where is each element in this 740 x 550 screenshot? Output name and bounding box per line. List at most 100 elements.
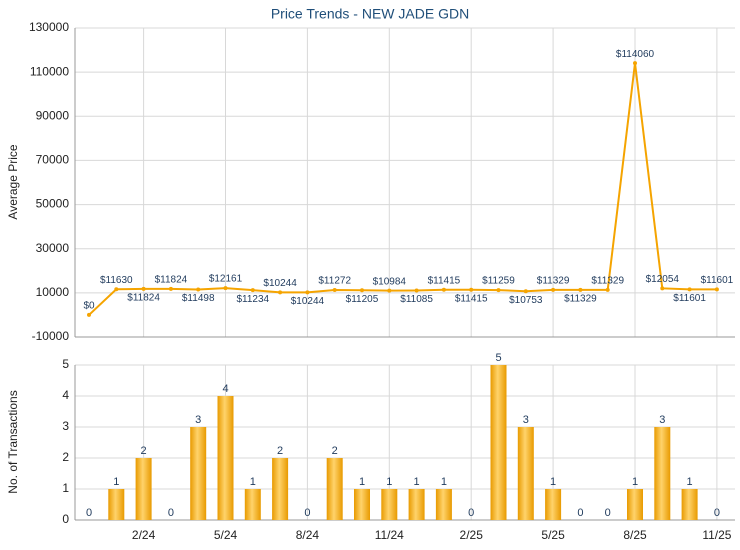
data-label: 2	[141, 445, 147, 457]
point	[469, 287, 474, 292]
data-label: 1	[386, 476, 392, 488]
point	[250, 288, 255, 293]
point	[551, 287, 556, 292]
data-label: 5	[495, 352, 501, 364]
data-label: 3	[659, 414, 665, 426]
point	[414, 288, 419, 293]
data-label: 2	[332, 445, 338, 457]
bar	[681, 489, 698, 520]
y-tick-label: 130000	[29, 20, 69, 34]
data-label: $11272	[318, 276, 351, 287]
data-label: 0	[304, 507, 310, 519]
data-label: $11630	[100, 275, 133, 286]
bar	[627, 489, 643, 520]
bar	[490, 365, 507, 520]
data-label: 1	[250, 476, 256, 488]
price-line	[88, 63, 717, 316]
point	[441, 287, 446, 292]
point	[223, 286, 228, 291]
point	[278, 290, 283, 295]
bar	[326, 458, 343, 520]
y-axis-label: No. of Transactions	[6, 390, 20, 493]
data-label: $10753	[509, 295, 543, 306]
point	[633, 61, 637, 66]
y-tick-label: -10000	[32, 329, 70, 343]
y-tick-label: 90000	[36, 108, 70, 122]
data-label: $10984	[373, 276, 407, 287]
data-label: 3	[523, 414, 529, 426]
data-label: 0	[577, 507, 583, 519]
point	[87, 312, 91, 317]
y-tick-label: 4	[62, 388, 69, 402]
data-label: $11601	[673, 293, 706, 304]
x-tick-label: 5/25	[541, 528, 565, 542]
y-tick-label: 70000	[36, 153, 70, 167]
bar	[135, 458, 152, 520]
y-tick-label: 50000	[36, 197, 70, 211]
x-tick-label: 11/24	[375, 528, 404, 542]
point	[578, 287, 583, 292]
data-label: $11824	[155, 274, 188, 285]
point	[332, 288, 337, 293]
bar	[272, 458, 289, 520]
y-tick-label: 3	[62, 419, 69, 433]
data-label: 1	[414, 476, 420, 488]
data-label: $114060	[616, 49, 655, 60]
point	[141, 286, 146, 291]
bar	[217, 396, 234, 520]
data-label: $12161	[209, 274, 243, 285]
data-label: $11234	[236, 294, 269, 305]
point	[687, 287, 692, 292]
data-label: 0	[714, 507, 720, 519]
data-label: 2	[277, 445, 283, 457]
data-label: 0	[86, 507, 92, 519]
y-tick-label: 110000	[30, 64, 69, 78]
data-label: $11824	[127, 292, 160, 303]
data-label: $11329	[537, 276, 570, 287]
data-label: $11415	[428, 275, 461, 286]
data-label: 1	[632, 476, 638, 488]
bar	[108, 489, 125, 520]
chart-title: Price Trends - NEW JADE GDN	[271, 6, 469, 22]
point	[360, 288, 364, 293]
data-label: $11205	[346, 294, 379, 305]
data-label: 1	[550, 476, 556, 488]
y-axis-label: Average Price	[6, 144, 20, 219]
y-tick-label: 0	[62, 512, 69, 526]
data-label: $0	[83, 301, 95, 312]
data-label: $11329	[564, 294, 597, 305]
point	[605, 287, 610, 292]
bar	[408, 489, 425, 520]
data-label: 1	[441, 476, 447, 488]
y-tick-label: 1	[62, 481, 69, 495]
x-tick-label: 8/24	[296, 528, 320, 542]
y-tick-label: 2	[62, 450, 69, 464]
bar	[244, 489, 261, 520]
data-label: 1	[113, 476, 119, 488]
point	[168, 286, 173, 291]
x-tick-label: 2/25	[460, 528, 484, 542]
data-label: $10244	[291, 296, 325, 307]
point	[714, 287, 719, 292]
data-label: $11085	[400, 294, 433, 305]
point	[305, 290, 310, 295]
data-label: $12054	[646, 274, 680, 285]
bar	[190, 427, 207, 520]
data-label: $11601	[701, 275, 734, 286]
y-tick-label: 5	[62, 357, 69, 371]
x-tick-label: 5/24	[214, 528, 238, 542]
data-label: 0	[605, 507, 611, 519]
data-label: 0	[168, 507, 174, 519]
data-label: 1	[687, 476, 693, 488]
data-label: 1	[359, 476, 365, 488]
data-label: $11415	[455, 293, 488, 304]
point	[387, 288, 392, 293]
point	[196, 287, 201, 292]
data-label: 3	[195, 414, 201, 426]
point	[496, 288, 501, 293]
bar	[545, 489, 562, 520]
data-label: $11259	[482, 276, 515, 287]
bar	[654, 427, 671, 520]
point	[660, 286, 665, 291]
